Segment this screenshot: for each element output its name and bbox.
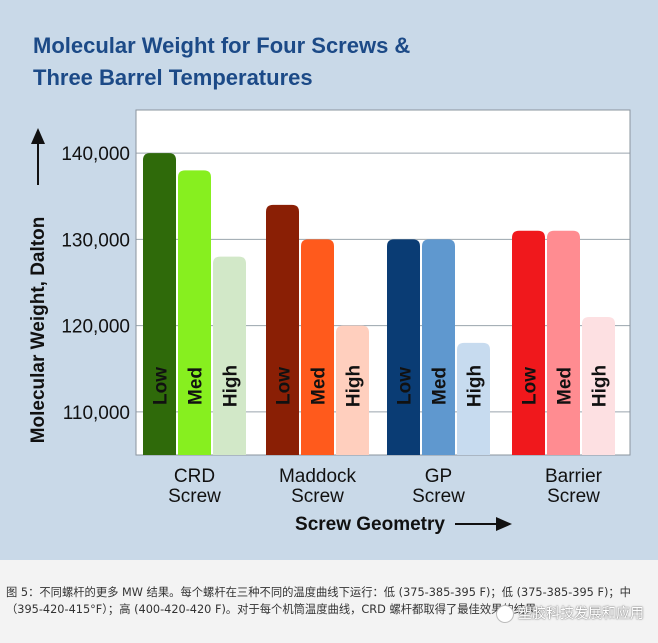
bar-low	[266, 204, 299, 455]
bar-label: Low	[274, 367, 295, 405]
x-category-label: Maddock	[279, 466, 357, 487]
watermark: 塑胶科技发展和应用	[496, 603, 644, 623]
bar-high	[213, 256, 246, 455]
bar-label: High	[221, 365, 242, 407]
bar-high	[457, 342, 490, 455]
x-axis-arrow-head	[496, 517, 512, 531]
x-category-label: GP	[425, 466, 452, 487]
bar-high	[582, 317, 615, 455]
caption-text: 图 5：不同螺杆的更多 MW 结果。每个螺杆在三种不同的温度曲线下运行：低 (3…	[6, 586, 631, 616]
y-tick-label: 110,000	[63, 403, 130, 424]
x-axis-label: Screw Geometry	[295, 514, 445, 535]
chart-figure: Molecular Weight for Four Screws & Three…	[0, 0, 658, 560]
bar-label: Med	[309, 367, 330, 405]
bar-high	[336, 325, 369, 455]
wechat-icon	[496, 605, 514, 623]
chart-svg: 110,000 120,000 130,000 140,000 Molecular We…	[28, 109, 631, 535]
bar-label: Low	[151, 367, 172, 405]
bar-med	[547, 230, 580, 455]
bar-label: High	[465, 365, 486, 407]
x-category-label: CRD	[174, 466, 215, 487]
watermark-text: 塑胶科技发展和应用	[518, 606, 644, 622]
y-axis-arrow-head	[31, 128, 45, 144]
y-tick-label: 130,000	[61, 230, 130, 251]
bar-label: Low	[395, 367, 416, 405]
bar-low	[387, 239, 420, 455]
bar-label: High	[344, 365, 365, 407]
chart-title-line-1: Molecular Weight for Four Screws &	[33, 33, 411, 58]
x-category-label: Screw	[547, 486, 600, 507]
chart-title-line-2: Three Barrel Temperatures	[33, 65, 313, 90]
x-category-label: Screw	[168, 486, 221, 507]
bar-low	[143, 153, 176, 455]
bar-med	[178, 170, 211, 455]
bar-low	[512, 230, 545, 455]
plot-border	[135, 109, 631, 456]
x-category-label: Barrier	[545, 466, 603, 487]
chart-title: Molecular Weight for Four Screws & Three…	[33, 30, 633, 94]
y-tick-label: 140,000	[61, 144, 130, 165]
bar-med	[422, 239, 455, 455]
x-category-label: Screw	[412, 486, 465, 507]
bar-label: Low	[520, 367, 541, 405]
bar-med	[301, 239, 334, 455]
figure-caption: 图 5：不同螺杆的更多 MW 结果。每个螺杆在三种不同的温度曲线下运行：低 (3…	[0, 560, 658, 643]
y-tick-label: 120,000	[61, 317, 130, 338]
bar-label: Med	[555, 367, 576, 405]
x-category-label: Screw	[291, 486, 344, 507]
bar-label: High	[590, 365, 611, 407]
bar-label: Med	[430, 367, 451, 405]
bar-label: Med	[186, 367, 207, 405]
y-axis-label: Molecular Weight, Dalton	[28, 217, 49, 444]
